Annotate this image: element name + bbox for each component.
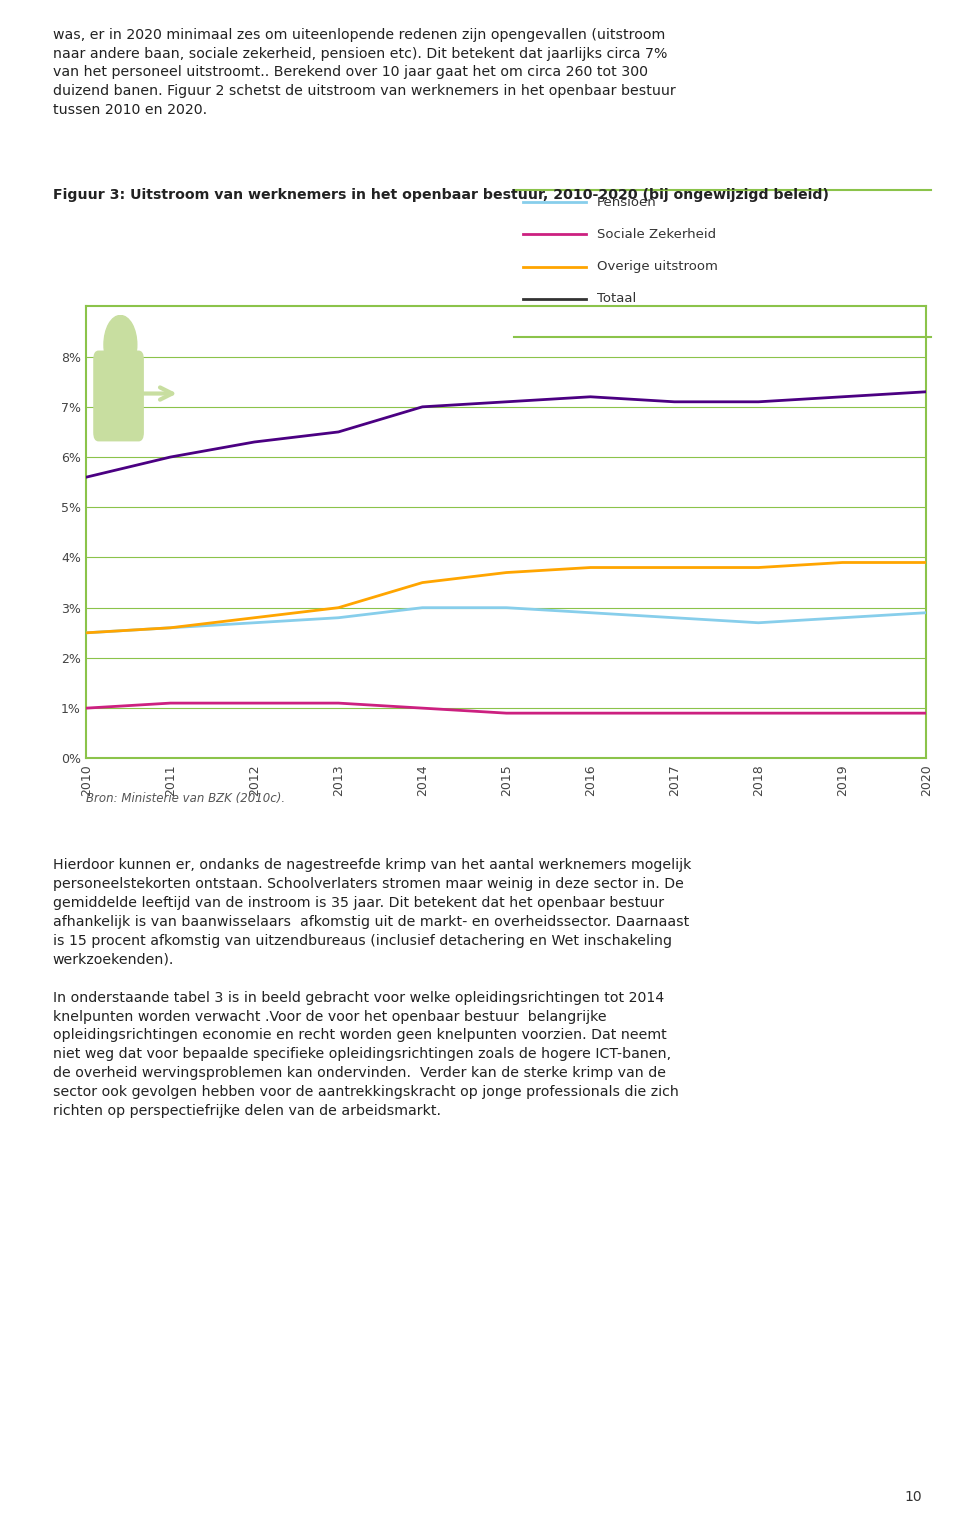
Circle shape xyxy=(104,316,137,374)
Text: Pensioen: Pensioen xyxy=(597,196,657,208)
FancyBboxPatch shape xyxy=(94,351,143,441)
Text: Overige uitstroom: Overige uitstroom xyxy=(597,260,718,273)
Text: Bron: Ministerie van BZK (2010c).: Bron: Ministerie van BZK (2010c). xyxy=(86,792,285,804)
Text: 10: 10 xyxy=(904,1491,922,1504)
Text: Totaal: Totaal xyxy=(597,293,636,305)
Text: Hierdoor kunnen er, ondanks de nagestreefde krimp van het aantal werknemers moge: Hierdoor kunnen er, ondanks de nagestree… xyxy=(53,858,691,1118)
FancyArrowPatch shape xyxy=(144,388,172,400)
Text: Sociale Zekerheid: Sociale Zekerheid xyxy=(597,228,716,241)
Text: was, er in 2020 minimaal zes om uiteenlopende redenen zijn opengevallen (uitstro: was, er in 2020 minimaal zes om uiteenlo… xyxy=(53,28,676,118)
Text: Figuur 3: Uitstroom van werknemers in het openbaar bestuur, 2010-2020 (bij ongew: Figuur 3: Uitstroom van werknemers in he… xyxy=(53,188,828,202)
